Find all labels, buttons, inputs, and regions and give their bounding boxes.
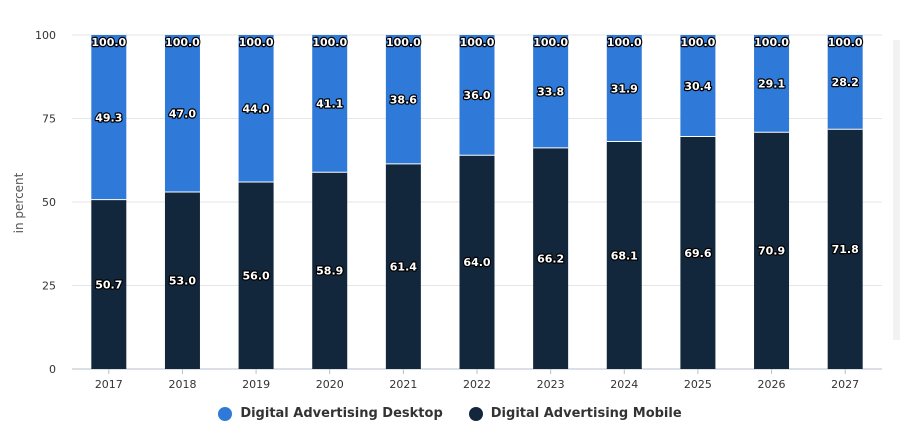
scrollbar-edge	[893, 40, 900, 340]
y-axis-ticks: 0 25 50 75 100	[35, 29, 56, 376]
data-label-desktop-2024: 31.9	[611, 82, 638, 95]
data-label-total-2017: 100.0	[91, 36, 126, 49]
y-tick-label: 100	[35, 29, 56, 42]
legend: Digital Advertising Desktop Digital Adve…	[0, 406, 900, 421]
data-label-mobile-2027: 71.8	[832, 243, 859, 256]
bar-desktop-2027[interactable]	[827, 35, 863, 130]
data-label-mobile-2021: 61.4	[390, 260, 417, 273]
x-tick-label: 2023	[537, 378, 565, 391]
x-tick-label: 2021	[389, 378, 417, 391]
x-tick-label: 2026	[758, 378, 786, 391]
bar-mobile-2021[interactable]	[385, 163, 421, 369]
data-label-desktop-2022: 36.0	[463, 89, 490, 102]
legend-item-desktop[interactable]: Digital Advertising Desktop	[218, 406, 443, 421]
data-label-mobile-2022: 64.0	[463, 256, 490, 269]
data-label-desktop-2021: 38.6	[390, 93, 417, 106]
data-label-mobile-2023: 66.2	[537, 252, 564, 265]
data-label-total-2024: 100.0	[607, 36, 642, 49]
bar-desktop-2020[interactable]	[312, 35, 348, 173]
data-label-mobile-2017: 50.7	[95, 278, 122, 291]
y-tick-label: 50	[42, 196, 56, 209]
y-tick-label: 0	[49, 363, 56, 376]
data-label-total-2023: 100.0	[533, 36, 568, 49]
data-label-total-2025: 100.0	[681, 36, 716, 49]
data-label-desktop-2019: 44.0	[243, 102, 270, 115]
legend-desktop-swatch-icon	[218, 406, 233, 421]
y-axis-title: in percent	[12, 172, 26, 233]
bar-mobile-2018[interactable]	[164, 191, 200, 369]
data-label-total-2026: 100.0	[754, 36, 789, 49]
data-label-desktop-2023: 33.8	[537, 85, 564, 98]
bar-desktop-2021[interactable]	[385, 35, 421, 164]
data-label-total-2022: 100.0	[460, 36, 495, 49]
y-tick-label: 75	[42, 113, 56, 126]
data-label-mobile-2018: 53.0	[169, 274, 196, 287]
data-labels: 50.7 49.3 100.0 53.0 47.0 100.0 56.0 44.0 100.0 5…	[90, 35, 864, 293]
x-tick-label: 2018	[168, 378, 196, 391]
data-label-mobile-2025: 69.6	[684, 247, 711, 260]
data-label-desktop-2027: 28.2	[832, 76, 859, 89]
legend-item-mobile[interactable]: Digital Advertising Mobile	[468, 406, 682, 421]
bar-mobile-2027[interactable]	[827, 129, 863, 369]
data-label-desktop-2026: 29.1	[758, 78, 785, 91]
bar-mobile-2020[interactable]	[312, 172, 348, 369]
bar-mobile-2022[interactable]	[459, 155, 495, 369]
x-tick-label: 2025	[684, 378, 712, 391]
data-label-mobile-2020: 58.9	[316, 265, 343, 278]
bar-mobile-2024[interactable]	[606, 141, 642, 369]
x-tick-label: 2024	[610, 378, 638, 391]
y-tick-label: 25	[42, 280, 56, 293]
bar-mobile-2019[interactable]	[238, 181, 274, 369]
data-label-total-2021: 100.0	[386, 36, 421, 49]
data-label-total-2018: 100.0	[165, 36, 200, 49]
bar-mobile-2017[interactable]	[91, 199, 127, 369]
data-label-total-2019: 100.0	[239, 36, 274, 49]
bar-mobile-2025[interactable]	[680, 136, 716, 369]
data-label-mobile-2024: 68.1	[611, 249, 638, 262]
x-tick-label: 2019	[242, 378, 270, 391]
data-label-desktop-2018: 47.0	[169, 107, 196, 120]
x-tick-label: 2027	[831, 378, 859, 391]
bar-desktop-2017[interactable]	[91, 35, 127, 200]
data-label-desktop-2020: 41.1	[316, 98, 343, 111]
data-label-total-2020: 100.0	[312, 36, 347, 49]
bar-mobile-2023[interactable]	[533, 147, 569, 369]
x-axis-ticks: 2017 2018 2019 2020 2021 2022 2023 2024 2025 2026…	[95, 369, 859, 391]
bar-desktop-2018[interactable]	[164, 35, 200, 192]
stacked-bar-chart: 50.7 49.3 100.0 53.0 47.0 100.0 56.0 44.0 100.0 5…	[12, 29, 882, 391]
bar-desktop-2023[interactable]	[533, 35, 569, 148]
bar-desktop-2025[interactable]	[680, 35, 716, 137]
x-tick-label: 2022	[463, 378, 491, 391]
x-tick-label: 2017	[95, 378, 123, 391]
data-label-desktop-2025: 30.4	[684, 80, 711, 93]
bar-desktop-2019[interactable]	[238, 35, 274, 182]
x-tick-label: 2020	[316, 378, 344, 391]
data-label-mobile-2019: 56.0	[243, 269, 270, 282]
data-label-total-2027: 100.0	[828, 36, 863, 49]
bar-mobile-2026[interactable]	[754, 132, 790, 369]
bar-desktop-2026[interactable]	[754, 35, 790, 133]
legend-mobile-label: Digital Advertising Mobile	[490, 406, 682, 421]
data-label-mobile-2026: 70.9	[758, 245, 785, 258]
data-label-desktop-2017: 49.3	[95, 111, 122, 124]
legend-desktop-label: Digital Advertising Desktop	[240, 406, 443, 421]
bars	[91, 35, 863, 369]
legend-mobile-swatch-icon	[468, 406, 483, 421]
bar-desktop-2024[interactable]	[606, 35, 642, 142]
bar-desktop-2022[interactable]	[459, 35, 495, 156]
